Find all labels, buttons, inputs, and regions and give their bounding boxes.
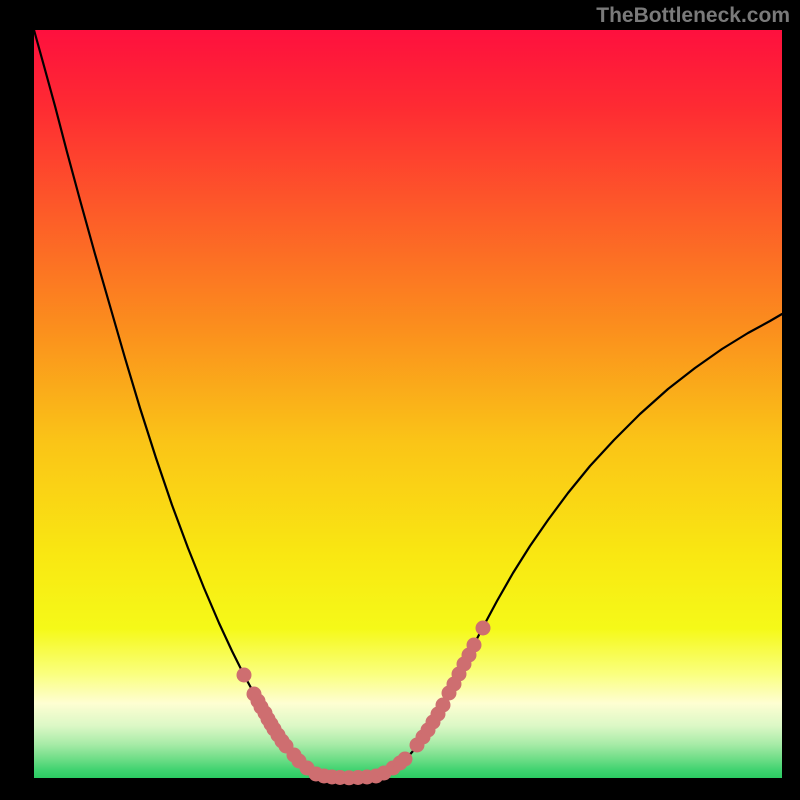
bottleneck-chart — [0, 0, 800, 800]
data-marker — [476, 621, 491, 636]
data-marker — [467, 638, 482, 653]
chart-container: TheBottleneck.com — [0, 0, 800, 800]
watermark-text: TheBottleneck.com — [596, 4, 790, 28]
data-marker — [398, 752, 413, 767]
data-marker — [237, 668, 252, 683]
gradient-background — [34, 30, 782, 778]
